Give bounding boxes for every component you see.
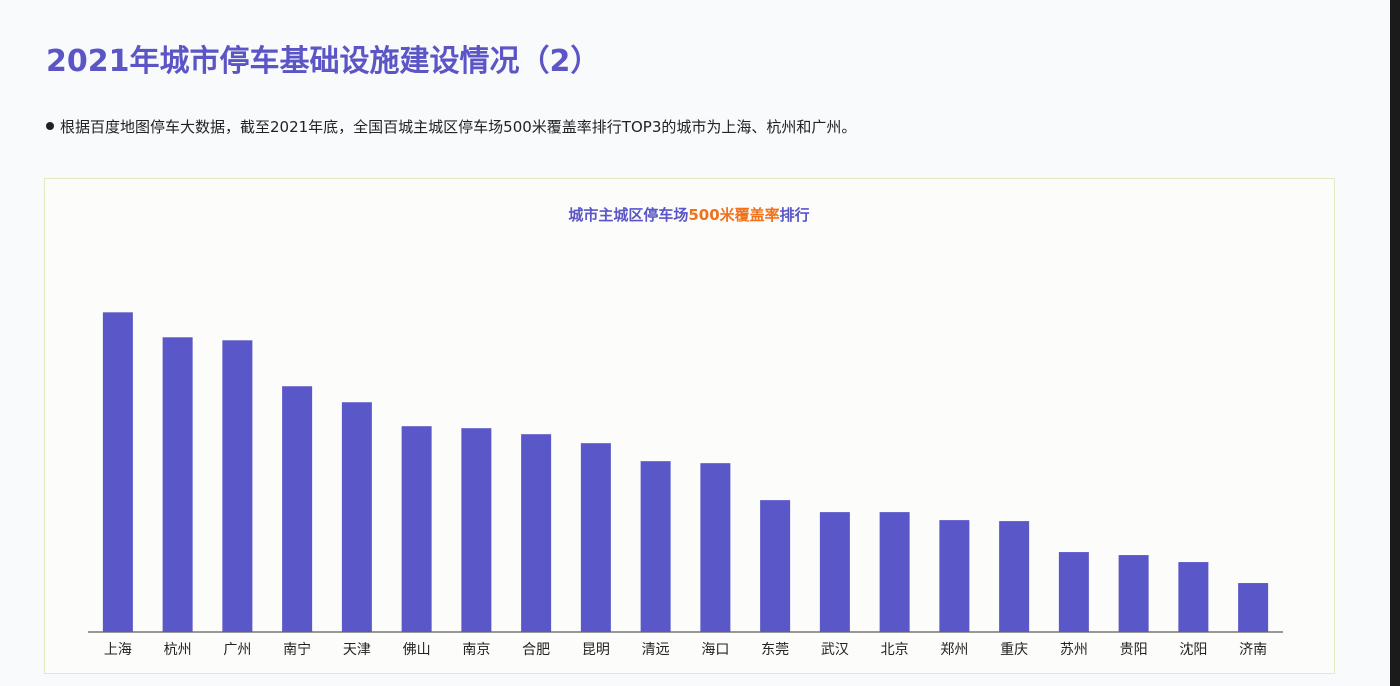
bar — [1058, 552, 1089, 632]
chart-title-part: 城市主城区停车场 — [568, 206, 688, 224]
x-tick-label: 东莞 — [761, 642, 789, 658]
chart-title-part: 500米覆盖率 — [688, 206, 779, 224]
bar — [580, 443, 611, 632]
x-tick-label: 苏州 — [1060, 642, 1088, 658]
bar — [461, 428, 492, 632]
page-title: 2021年城市停车基础设施建设情况（2） — [46, 44, 601, 79]
x-tick-label: 郑州 — [940, 642, 968, 658]
bar — [521, 434, 552, 632]
bar — [1178, 562, 1209, 632]
x-tick-label: 南宁 — [283, 641, 311, 658]
chart-title-part: 排行 — [780, 206, 810, 224]
bar — [879, 512, 910, 632]
x-tick-label: 沈阳 — [1179, 642, 1207, 658]
x-tick-label: 济南 — [1239, 642, 1267, 658]
x-tick-label: 武汉 — [821, 642, 849, 658]
x-tick-label: 上海 — [104, 642, 132, 658]
x-tick-label: 佛山 — [403, 642, 431, 658]
bar — [222, 340, 253, 632]
bar — [102, 312, 133, 632]
x-tick-label: 天津 — [343, 642, 371, 658]
x-tick-label: 昆明 — [582, 642, 610, 658]
window-edge — [1390, 0, 1400, 686]
x-tick-label: 重庆 — [1000, 642, 1028, 658]
bar — [282, 386, 313, 632]
x-tick-label: 杭州 — [164, 642, 192, 658]
x-tick-label: 清远 — [642, 642, 670, 658]
bar — [341, 402, 372, 632]
bar — [939, 520, 970, 632]
bullet-text: 根据百度地图停车大数据，截至2021年底，全国百城主城区停车场500米覆盖率排行… — [46, 116, 856, 137]
bar — [1118, 555, 1149, 632]
x-tick-label: 广州 — [223, 642, 251, 658]
bar — [819, 512, 850, 632]
bar — [162, 337, 193, 632]
chart-title: 城市主城区停车场500米覆盖率排行 — [568, 206, 809, 224]
x-tick-label: 北京 — [881, 642, 909, 658]
x-tick-label: 合肥 — [522, 642, 550, 658]
bar — [999, 521, 1030, 632]
bar — [700, 463, 731, 632]
x-tick-label: 南京 — [462, 642, 490, 658]
bar — [760, 500, 791, 632]
bar — [401, 426, 432, 632]
x-tick-label: 贵阳 — [1120, 642, 1148, 658]
bar — [640, 461, 671, 632]
x-tick-label: 海口 — [701, 642, 729, 658]
bar — [1238, 583, 1269, 632]
